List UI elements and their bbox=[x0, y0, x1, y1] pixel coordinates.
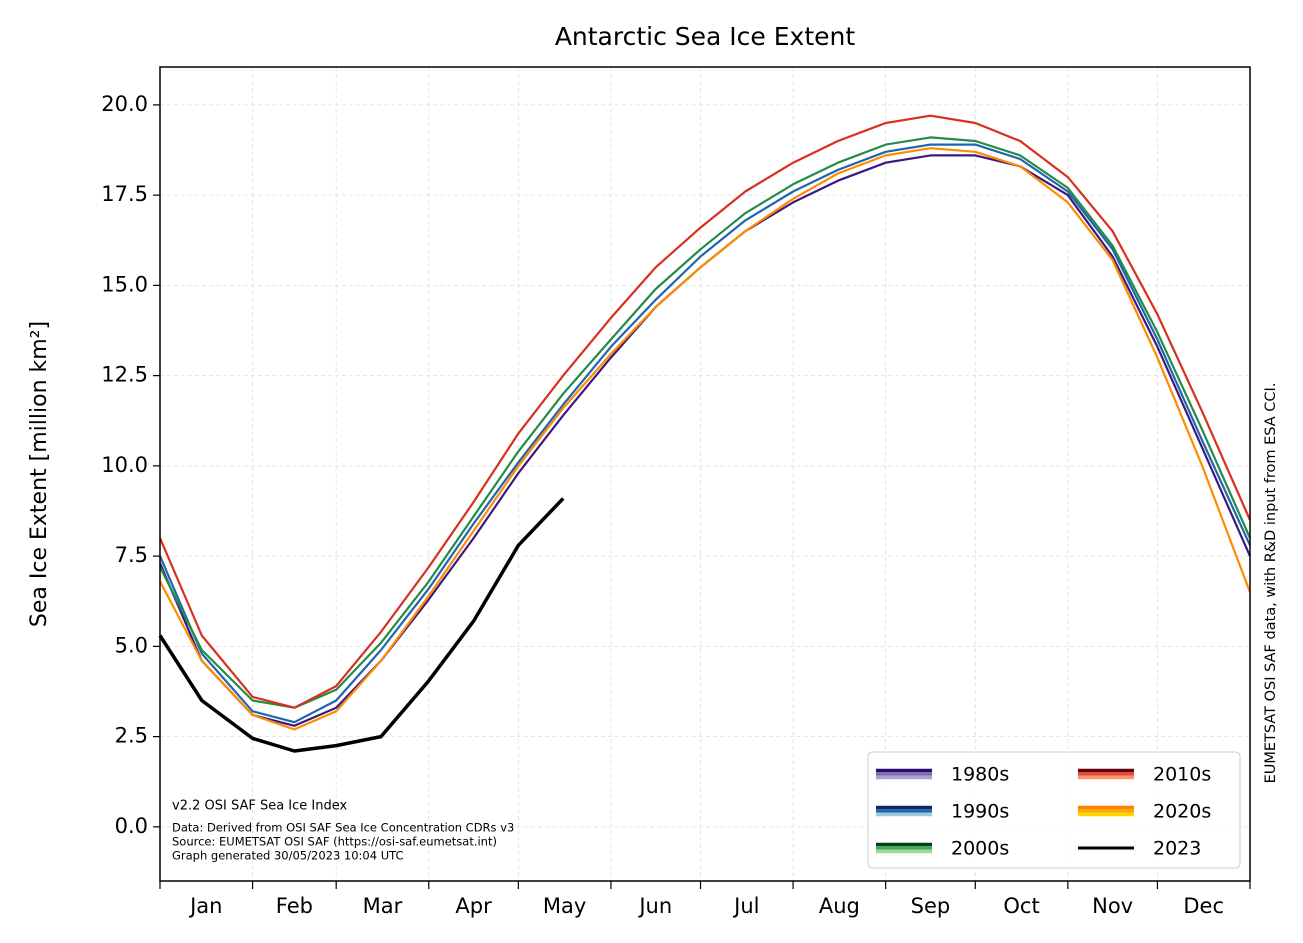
x-tick-label: Mar bbox=[363, 894, 403, 918]
y-tick-label: 0.0 bbox=[115, 814, 148, 838]
x-tick-label: Sep bbox=[911, 894, 951, 918]
legend-swatch bbox=[876, 812, 932, 817]
y-tick-label: 20.0 bbox=[101, 92, 148, 116]
y-tick-label: 10.0 bbox=[101, 453, 148, 477]
legend-swatch bbox=[876, 768, 932, 773]
series-line bbox=[159, 147, 1252, 731]
y-tick-label: 7.5 bbox=[115, 543, 148, 567]
y-axis-label: Sea Ice Extent [million km²] bbox=[27, 321, 52, 627]
legend-swatch bbox=[1078, 812, 1134, 817]
note: Graph generated 30/05/2023 10:04 UTC bbox=[172, 849, 404, 863]
legend-swatch bbox=[1078, 772, 1134, 776]
legend-swatch bbox=[876, 809, 932, 813]
y-tick-label: 12.5 bbox=[101, 363, 148, 387]
y-tick-label: 17.5 bbox=[101, 182, 148, 206]
legend-label: 2023 bbox=[1153, 838, 1201, 860]
y-tick-label: 5.0 bbox=[115, 633, 148, 657]
x-tick-label: Jun bbox=[637, 894, 672, 918]
x-tick-label: Nov bbox=[1092, 894, 1133, 918]
legend-swatch bbox=[1078, 768, 1134, 773]
x-tick-label: Feb bbox=[276, 894, 313, 918]
legend-label: 1990s bbox=[951, 801, 1009, 823]
legend-swatch bbox=[1078, 805, 1134, 810]
legend-label: 2000s bbox=[951, 838, 1009, 860]
x-tick-label: Aug bbox=[819, 894, 860, 918]
legend-box bbox=[867, 751, 1241, 869]
legend-label: 1980s bbox=[951, 764, 1009, 786]
legend-label: 2010s bbox=[1153, 764, 1211, 786]
legend-label: 2020s bbox=[1153, 801, 1211, 823]
x-tick-label: Jul bbox=[732, 894, 759, 918]
side-note: EUMETSAT OSI SAF data, with R&D input fr… bbox=[1263, 383, 1279, 784]
series-line bbox=[158, 154, 1252, 727]
x-tick-label: Apr bbox=[455, 894, 492, 918]
legend-swatch bbox=[1078, 846, 1134, 850]
legend-swatch bbox=[876, 805, 932, 810]
x-tick-label: Oct bbox=[1003, 894, 1039, 918]
legend-swatch bbox=[876, 846, 932, 850]
x-tick-label: May bbox=[543, 894, 586, 918]
note: v2.2 OSI SAF Sea Ice Index bbox=[172, 799, 348, 814]
x-tick-label: Jan bbox=[188, 894, 222, 918]
series-line bbox=[159, 136, 1252, 709]
series-line bbox=[158, 497, 565, 753]
series-line bbox=[158, 143, 1252, 724]
legend-swatch bbox=[876, 775, 932, 780]
legend-swatch bbox=[1078, 809, 1134, 813]
legend-swatch bbox=[876, 849, 932, 854]
y-tick-label: 15.0 bbox=[101, 272, 148, 296]
chart-title: Antarctic Sea Ice Extent bbox=[555, 22, 856, 51]
note: Data: Derived from OSI SAF Sea Ice Conce… bbox=[172, 821, 514, 835]
legend-swatch bbox=[876, 772, 932, 776]
note: Source: EUMETSAT OSI SAF (https://osi-sa… bbox=[172, 835, 497, 849]
legend-swatch bbox=[876, 842, 932, 847]
plot-frame bbox=[159, 66, 1251, 882]
legend-swatch bbox=[1078, 775, 1134, 780]
series-line bbox=[158, 114, 1252, 709]
x-tick-label: Dec bbox=[1183, 894, 1224, 918]
y-tick-label: 2.5 bbox=[115, 724, 148, 748]
